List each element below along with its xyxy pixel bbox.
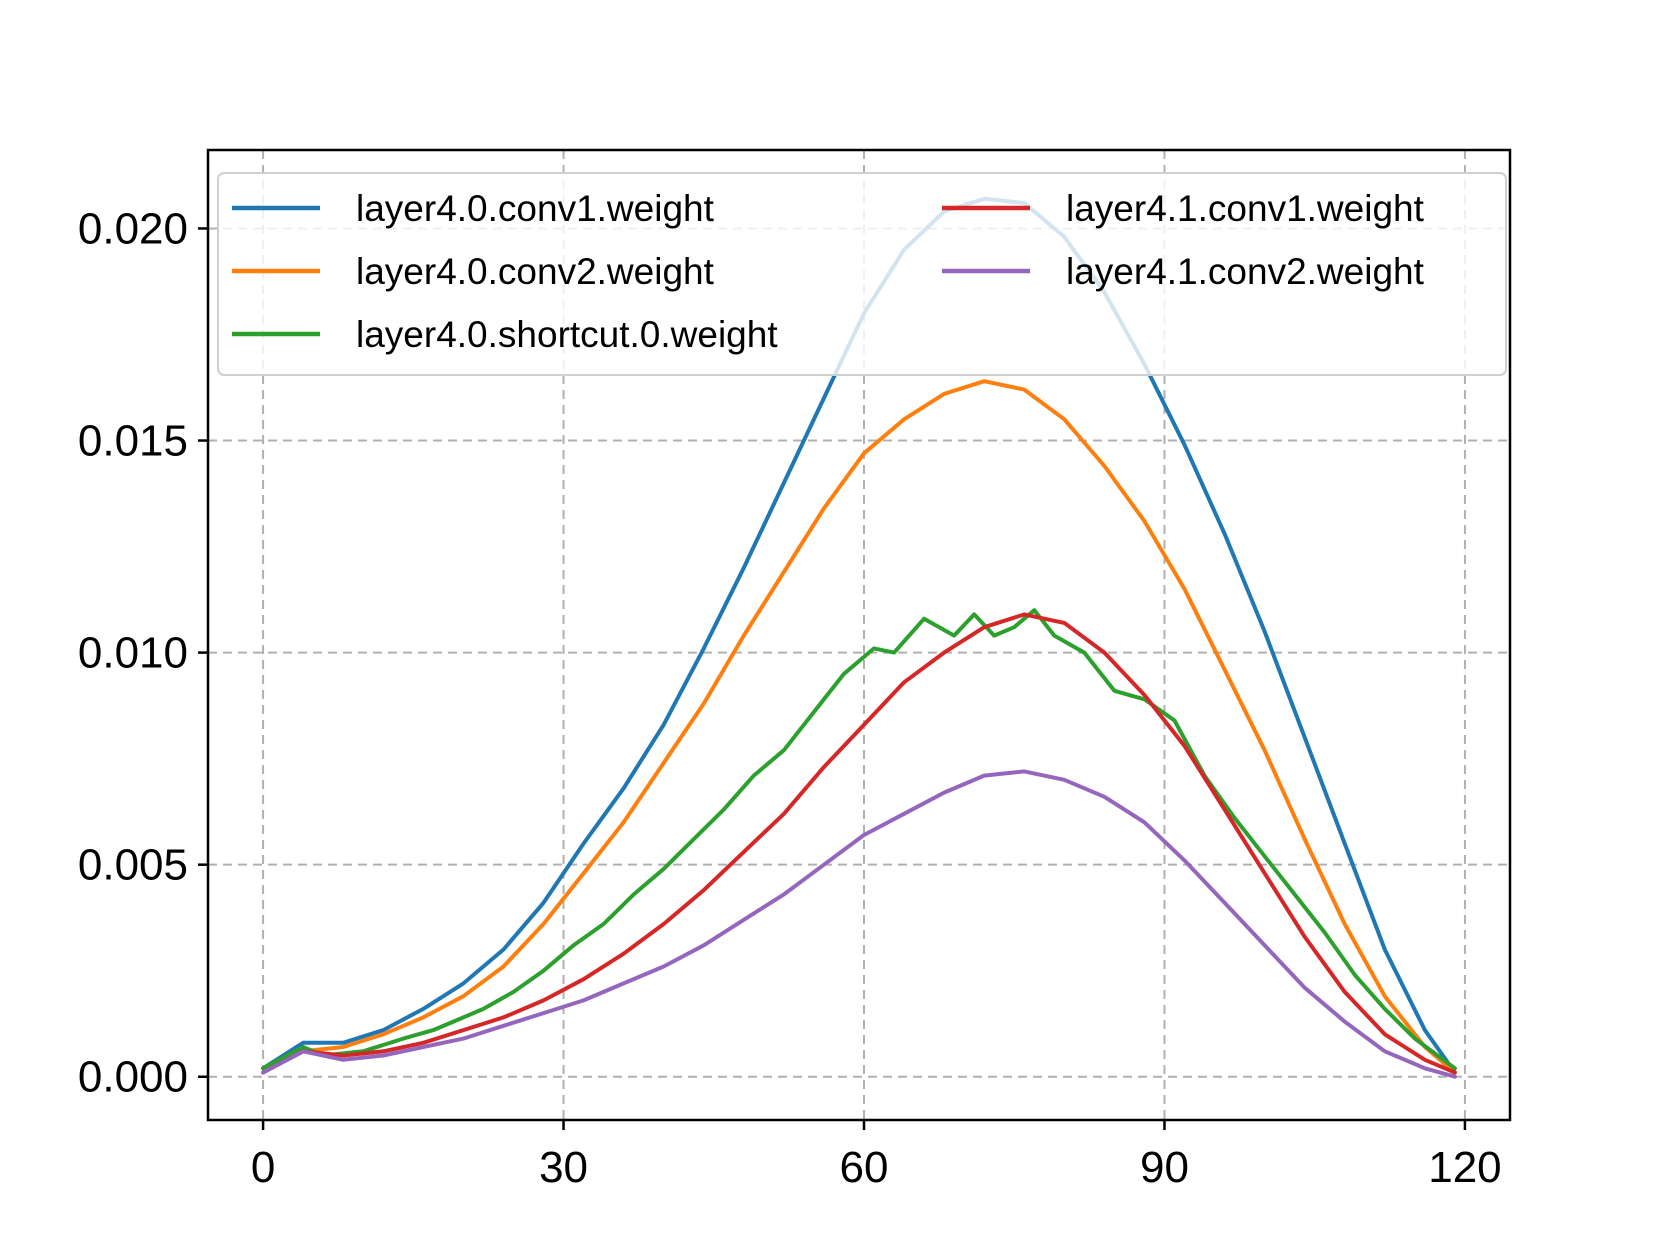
legend-label: layer4.1.conv2.weight [1066,251,1425,292]
plot-frame [206,148,1512,1122]
legend-label: layer4.0.conv2.weight [356,251,715,292]
series-line-4 [261,612,1457,1075]
x-tick-label: 90 [1140,1143,1189,1192]
series-line-5 [261,769,1457,1079]
series-lines [261,196,1457,1079]
y-tick-label: 0.010 [78,629,188,678]
y-tick-label: 0.000 [78,1053,188,1102]
legend-label: layer4.0.shortcut.0.weight [356,314,778,355]
x-tick-label: 0 [251,1143,275,1192]
y-axis-ticks: 0.000 0.005 0.010 0.015 0.020 [78,204,208,1102]
x-axis-ticks: 0 30 60 90 120 [251,1120,1502,1192]
series-line-2 [261,379,1457,1075]
x-tick-label: 120 [1428,1143,1501,1192]
x-tick-label: 30 [539,1143,588,1192]
legend-label: layer4.1.conv1.weight [1066,188,1425,229]
x-tick-label: 60 [840,1143,889,1192]
legend-frame [217,172,1507,376]
y-tick-label: 0.015 [78,417,188,466]
legend: layer4.0.conv1.weight layer4.0.conv2.weig… [217,172,1507,376]
y-tick-label: 0.005 [78,841,188,890]
legend-label: layer4.0.conv1.weight [356,188,715,229]
y-tick-label: 0.020 [78,204,188,253]
series-line-3 [261,608,1457,1071]
